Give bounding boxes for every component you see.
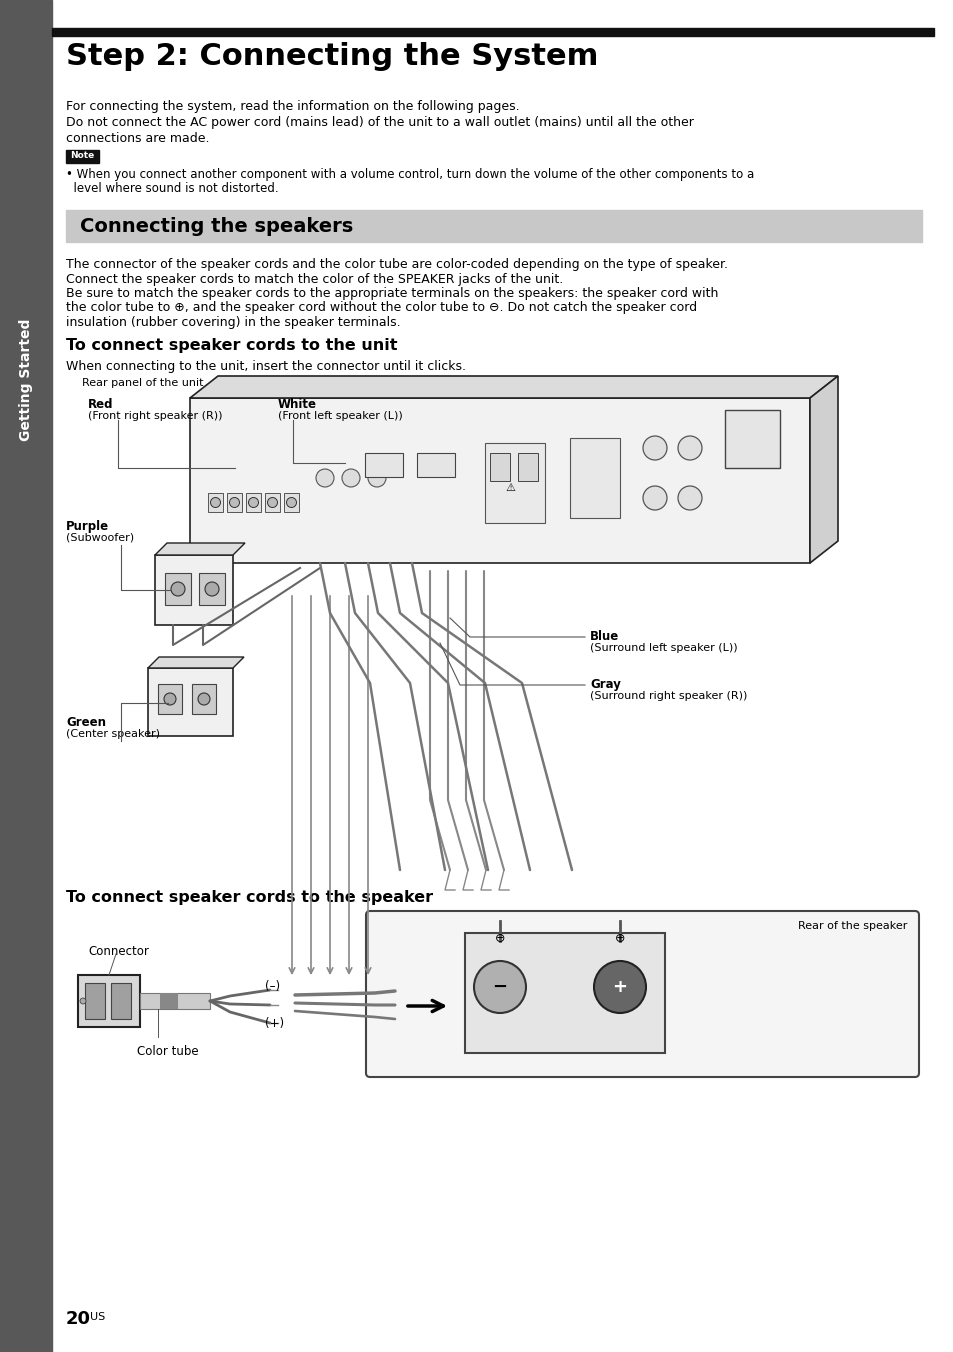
Text: Blue: Blue xyxy=(589,630,618,644)
Text: Note: Note xyxy=(70,151,94,161)
Bar xyxy=(148,668,233,735)
Text: Red: Red xyxy=(88,397,113,411)
Bar xyxy=(208,493,223,512)
Text: Be sure to match the speaker cords to the appropriate terminals on the speakers:: Be sure to match the speaker cords to th… xyxy=(66,287,718,300)
Circle shape xyxy=(205,581,219,596)
Bar xyxy=(284,493,298,512)
Text: the color tube to ⊕, and the speaker cord without the color tube to ⊖. Do not ca: the color tube to ⊕, and the speaker cor… xyxy=(66,301,697,315)
Bar xyxy=(484,443,544,523)
Bar xyxy=(85,983,105,1019)
Circle shape xyxy=(642,485,666,510)
Bar xyxy=(227,493,242,512)
Circle shape xyxy=(164,694,175,704)
Polygon shape xyxy=(154,544,245,556)
Text: • When you connect another component with a volume control, turn down the volume: • When you connect another component wit… xyxy=(66,168,754,181)
Text: Rear of the speaker: Rear of the speaker xyxy=(797,921,906,932)
Circle shape xyxy=(80,998,86,1005)
Bar xyxy=(265,493,280,512)
Bar xyxy=(140,992,210,1009)
Circle shape xyxy=(248,498,258,507)
Text: The connector of the speaker cords and the color tube are color-coded depending : The connector of the speaker cords and t… xyxy=(66,258,727,270)
Text: To connect speaker cords to the speaker: To connect speaker cords to the speaker xyxy=(66,890,433,904)
Circle shape xyxy=(341,469,359,487)
Bar xyxy=(0,0,52,1352)
Bar xyxy=(569,438,619,518)
Text: Color tube: Color tube xyxy=(137,1045,198,1059)
Bar xyxy=(66,150,99,164)
Text: +: + xyxy=(612,977,627,996)
Text: −: − xyxy=(492,977,507,996)
Circle shape xyxy=(678,485,701,510)
Circle shape xyxy=(267,498,277,507)
Text: ⊖: ⊖ xyxy=(495,933,505,945)
Bar xyxy=(416,453,455,477)
Bar xyxy=(154,556,233,625)
Text: Do not connect the AC power cord (mains lead) of the unit to a wall outlet (main: Do not connect the AC power cord (mains … xyxy=(66,116,693,128)
Bar xyxy=(66,210,921,242)
Circle shape xyxy=(171,581,185,596)
Text: (Subwoofer): (Subwoofer) xyxy=(66,533,134,544)
Polygon shape xyxy=(190,376,837,397)
Text: White: White xyxy=(277,397,316,411)
Circle shape xyxy=(368,469,386,487)
Text: Green: Green xyxy=(66,717,106,729)
Text: (Surround right speaker (R)): (Surround right speaker (R)) xyxy=(589,691,746,700)
Bar xyxy=(199,573,225,604)
Polygon shape xyxy=(809,376,837,562)
Text: (Surround left speaker (L)): (Surround left speaker (L)) xyxy=(589,644,737,653)
Text: For connecting the system, read the information on the following pages.: For connecting the system, read the info… xyxy=(66,100,519,114)
Bar xyxy=(111,983,131,1019)
Text: level where sound is not distorted.: level where sound is not distorted. xyxy=(66,183,278,195)
Circle shape xyxy=(642,435,666,460)
Text: ⊕: ⊕ xyxy=(614,933,624,945)
Circle shape xyxy=(286,498,296,507)
Bar xyxy=(165,573,191,604)
Text: When connecting to the unit, insert the connector until it clicks.: When connecting to the unit, insert the … xyxy=(66,360,465,373)
Circle shape xyxy=(230,498,239,507)
Text: Purple: Purple xyxy=(66,521,109,533)
Circle shape xyxy=(198,694,210,704)
Text: To connect speaker cords to the unit: To connect speaker cords to the unit xyxy=(66,338,397,353)
Bar xyxy=(724,410,780,468)
Text: (–): (–) xyxy=(265,980,280,992)
Circle shape xyxy=(678,435,701,460)
Text: Connector: Connector xyxy=(88,945,149,959)
Text: Getting Started: Getting Started xyxy=(19,319,33,441)
Bar xyxy=(246,493,261,512)
Text: Connecting the speakers: Connecting the speakers xyxy=(80,216,353,235)
Text: insulation (rubber covering) in the speaker terminals.: insulation (rubber covering) in the spea… xyxy=(66,316,400,329)
Bar xyxy=(190,397,809,562)
Circle shape xyxy=(474,961,525,1013)
Text: Step 2: Connecting the System: Step 2: Connecting the System xyxy=(66,42,598,72)
Bar xyxy=(365,453,402,477)
Text: connections are made.: connections are made. xyxy=(66,132,210,145)
Text: (Front left speaker (L)): (Front left speaker (L)) xyxy=(277,411,402,420)
Bar xyxy=(158,684,182,714)
Circle shape xyxy=(594,961,645,1013)
Bar xyxy=(78,975,140,1028)
Text: Rear panel of the unit: Rear panel of the unit xyxy=(82,379,203,388)
Text: (Front right speaker (R)): (Front right speaker (R)) xyxy=(88,411,222,420)
Bar xyxy=(464,933,664,1053)
Bar xyxy=(517,453,537,481)
Text: (Center speaker): (Center speaker) xyxy=(66,729,160,740)
Text: 20: 20 xyxy=(66,1310,91,1328)
Bar xyxy=(192,684,215,714)
Bar xyxy=(490,453,510,481)
Text: US: US xyxy=(90,1311,105,1322)
Text: ⚠: ⚠ xyxy=(504,483,515,493)
Text: Connect the speaker cords to match the color of the SPEAKER jacks of the unit.: Connect the speaker cords to match the c… xyxy=(66,273,562,285)
Text: Gray: Gray xyxy=(589,677,620,691)
Circle shape xyxy=(211,498,220,507)
Bar xyxy=(160,992,178,1009)
Circle shape xyxy=(315,469,334,487)
Polygon shape xyxy=(148,657,244,668)
FancyBboxPatch shape xyxy=(366,911,918,1078)
Text: (+): (+) xyxy=(265,1017,284,1030)
Bar xyxy=(52,28,933,37)
